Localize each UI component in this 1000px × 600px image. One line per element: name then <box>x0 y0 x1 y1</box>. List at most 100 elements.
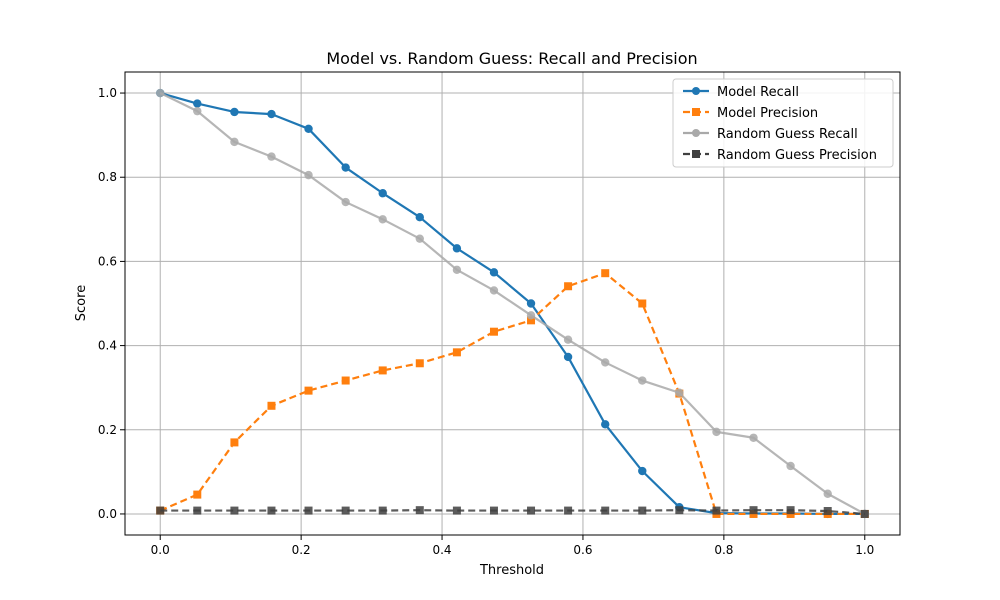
data-point <box>378 366 387 375</box>
data-point <box>304 506 313 515</box>
chart-title: Model vs. Random Guess: Recall and Preci… <box>326 49 697 68</box>
data-point <box>378 215 387 224</box>
data-point <box>526 299 536 308</box>
y-axis-label: Score <box>74 285 89 321</box>
plot-frame <box>124 71 901 536</box>
legend-label: Model Precision <box>717 106 818 121</box>
data-point <box>638 376 647 385</box>
x-axis-label: Threshold <box>479 563 544 578</box>
x-tick-label: 1.0 <box>855 543 874 557</box>
data-point <box>564 506 573 515</box>
data-point <box>823 489 832 498</box>
data-point <box>527 506 536 515</box>
data-point <box>230 438 239 447</box>
legend-marker <box>692 129 700 137</box>
data-point <box>230 506 239 515</box>
data-point <box>601 358 610 367</box>
x-tick-label: 0.0 <box>151 543 170 557</box>
legend-label: Random Guess Precision <box>717 148 877 163</box>
x-tick-label: 0.2 <box>292 543 311 557</box>
legend-item: Random Guess Recall <box>683 127 858 142</box>
y-tick-label: 1.0 <box>98 86 117 100</box>
data-point <box>712 427 721 437</box>
data-point <box>452 506 461 515</box>
data-point <box>341 197 350 207</box>
data-point <box>601 420 610 429</box>
data-point <box>601 506 610 515</box>
y-tick-label: 0.8 <box>98 170 117 184</box>
x-tick-label: 0.8 <box>714 543 733 557</box>
data-point <box>452 348 461 357</box>
data-point <box>563 352 573 362</box>
data-point <box>786 506 795 515</box>
data-point <box>860 509 869 518</box>
data-point <box>304 124 313 134</box>
data-point <box>378 506 387 515</box>
ticks: 0.0 0.2 0.4 0.6 0.8 1.0 0.0 0.2 0.4 0.6 0.8 1.0 <box>98 86 874 557</box>
data-point <box>563 335 573 344</box>
data-point <box>601 269 610 278</box>
data-point <box>341 506 350 515</box>
legend-item: Model Precision <box>683 106 818 121</box>
data-point <box>527 316 536 325</box>
legend-marker <box>692 108 700 116</box>
data-point <box>749 506 758 515</box>
data-point <box>452 244 462 253</box>
legend-box <box>672 78 894 168</box>
y-tick-label: 0.6 <box>98 254 117 268</box>
data-point <box>452 265 462 275</box>
data-point <box>749 433 758 442</box>
data-point <box>675 506 684 515</box>
data-point <box>193 99 202 108</box>
series-3 <box>156 506 869 518</box>
data-point <box>415 213 424 222</box>
data-point <box>267 401 276 410</box>
series-line <box>160 509 865 516</box>
data-point <box>638 299 647 308</box>
data-point <box>341 163 350 172</box>
series-2 <box>156 88 869 519</box>
data-point <box>304 170 313 180</box>
data-point <box>156 506 165 515</box>
data-point <box>193 506 202 515</box>
data-point <box>415 506 424 515</box>
data-point <box>267 152 276 161</box>
legend-marker <box>692 87 700 95</box>
legend-item: Model Recall <box>683 85 799 100</box>
y-tick-label: 0.2 <box>98 423 117 437</box>
x-tick-label: 0.4 <box>432 543 451 557</box>
x-tick-label: 0.6 <box>573 543 592 557</box>
data-point <box>267 506 276 515</box>
data-point <box>823 507 832 516</box>
data-point <box>489 327 498 336</box>
data-point <box>786 461 795 471</box>
data-point <box>675 388 684 397</box>
data-point <box>489 506 498 515</box>
data-point <box>564 282 573 291</box>
series-layer <box>156 88 869 519</box>
data-point <box>267 109 276 119</box>
data-point <box>230 137 239 147</box>
series-line <box>159 91 865 516</box>
data-point <box>193 490 202 499</box>
data-point <box>415 234 424 243</box>
data-point <box>378 189 387 198</box>
y-tick-label: 0.4 <box>98 339 117 353</box>
series-line <box>159 272 865 516</box>
legend-item: Random Guess Precision <box>683 148 877 163</box>
data-point <box>341 376 350 385</box>
data-point <box>415 359 424 368</box>
series-line <box>159 92 866 515</box>
legend: Model Recall Model Precision Random Guess … <box>672 78 894 168</box>
legend-marker <box>692 150 700 158</box>
data-point <box>638 506 647 515</box>
data-point <box>193 106 202 116</box>
y-tick-label: 0.0 <box>98 507 117 521</box>
data-point <box>489 268 499 277</box>
data-point <box>156 88 165 98</box>
legend-label: Model Recall <box>717 85 799 100</box>
data-point <box>489 286 499 295</box>
data-point <box>304 386 313 395</box>
data-point <box>230 107 239 117</box>
legend-label: Random Guess Recall <box>717 127 858 142</box>
